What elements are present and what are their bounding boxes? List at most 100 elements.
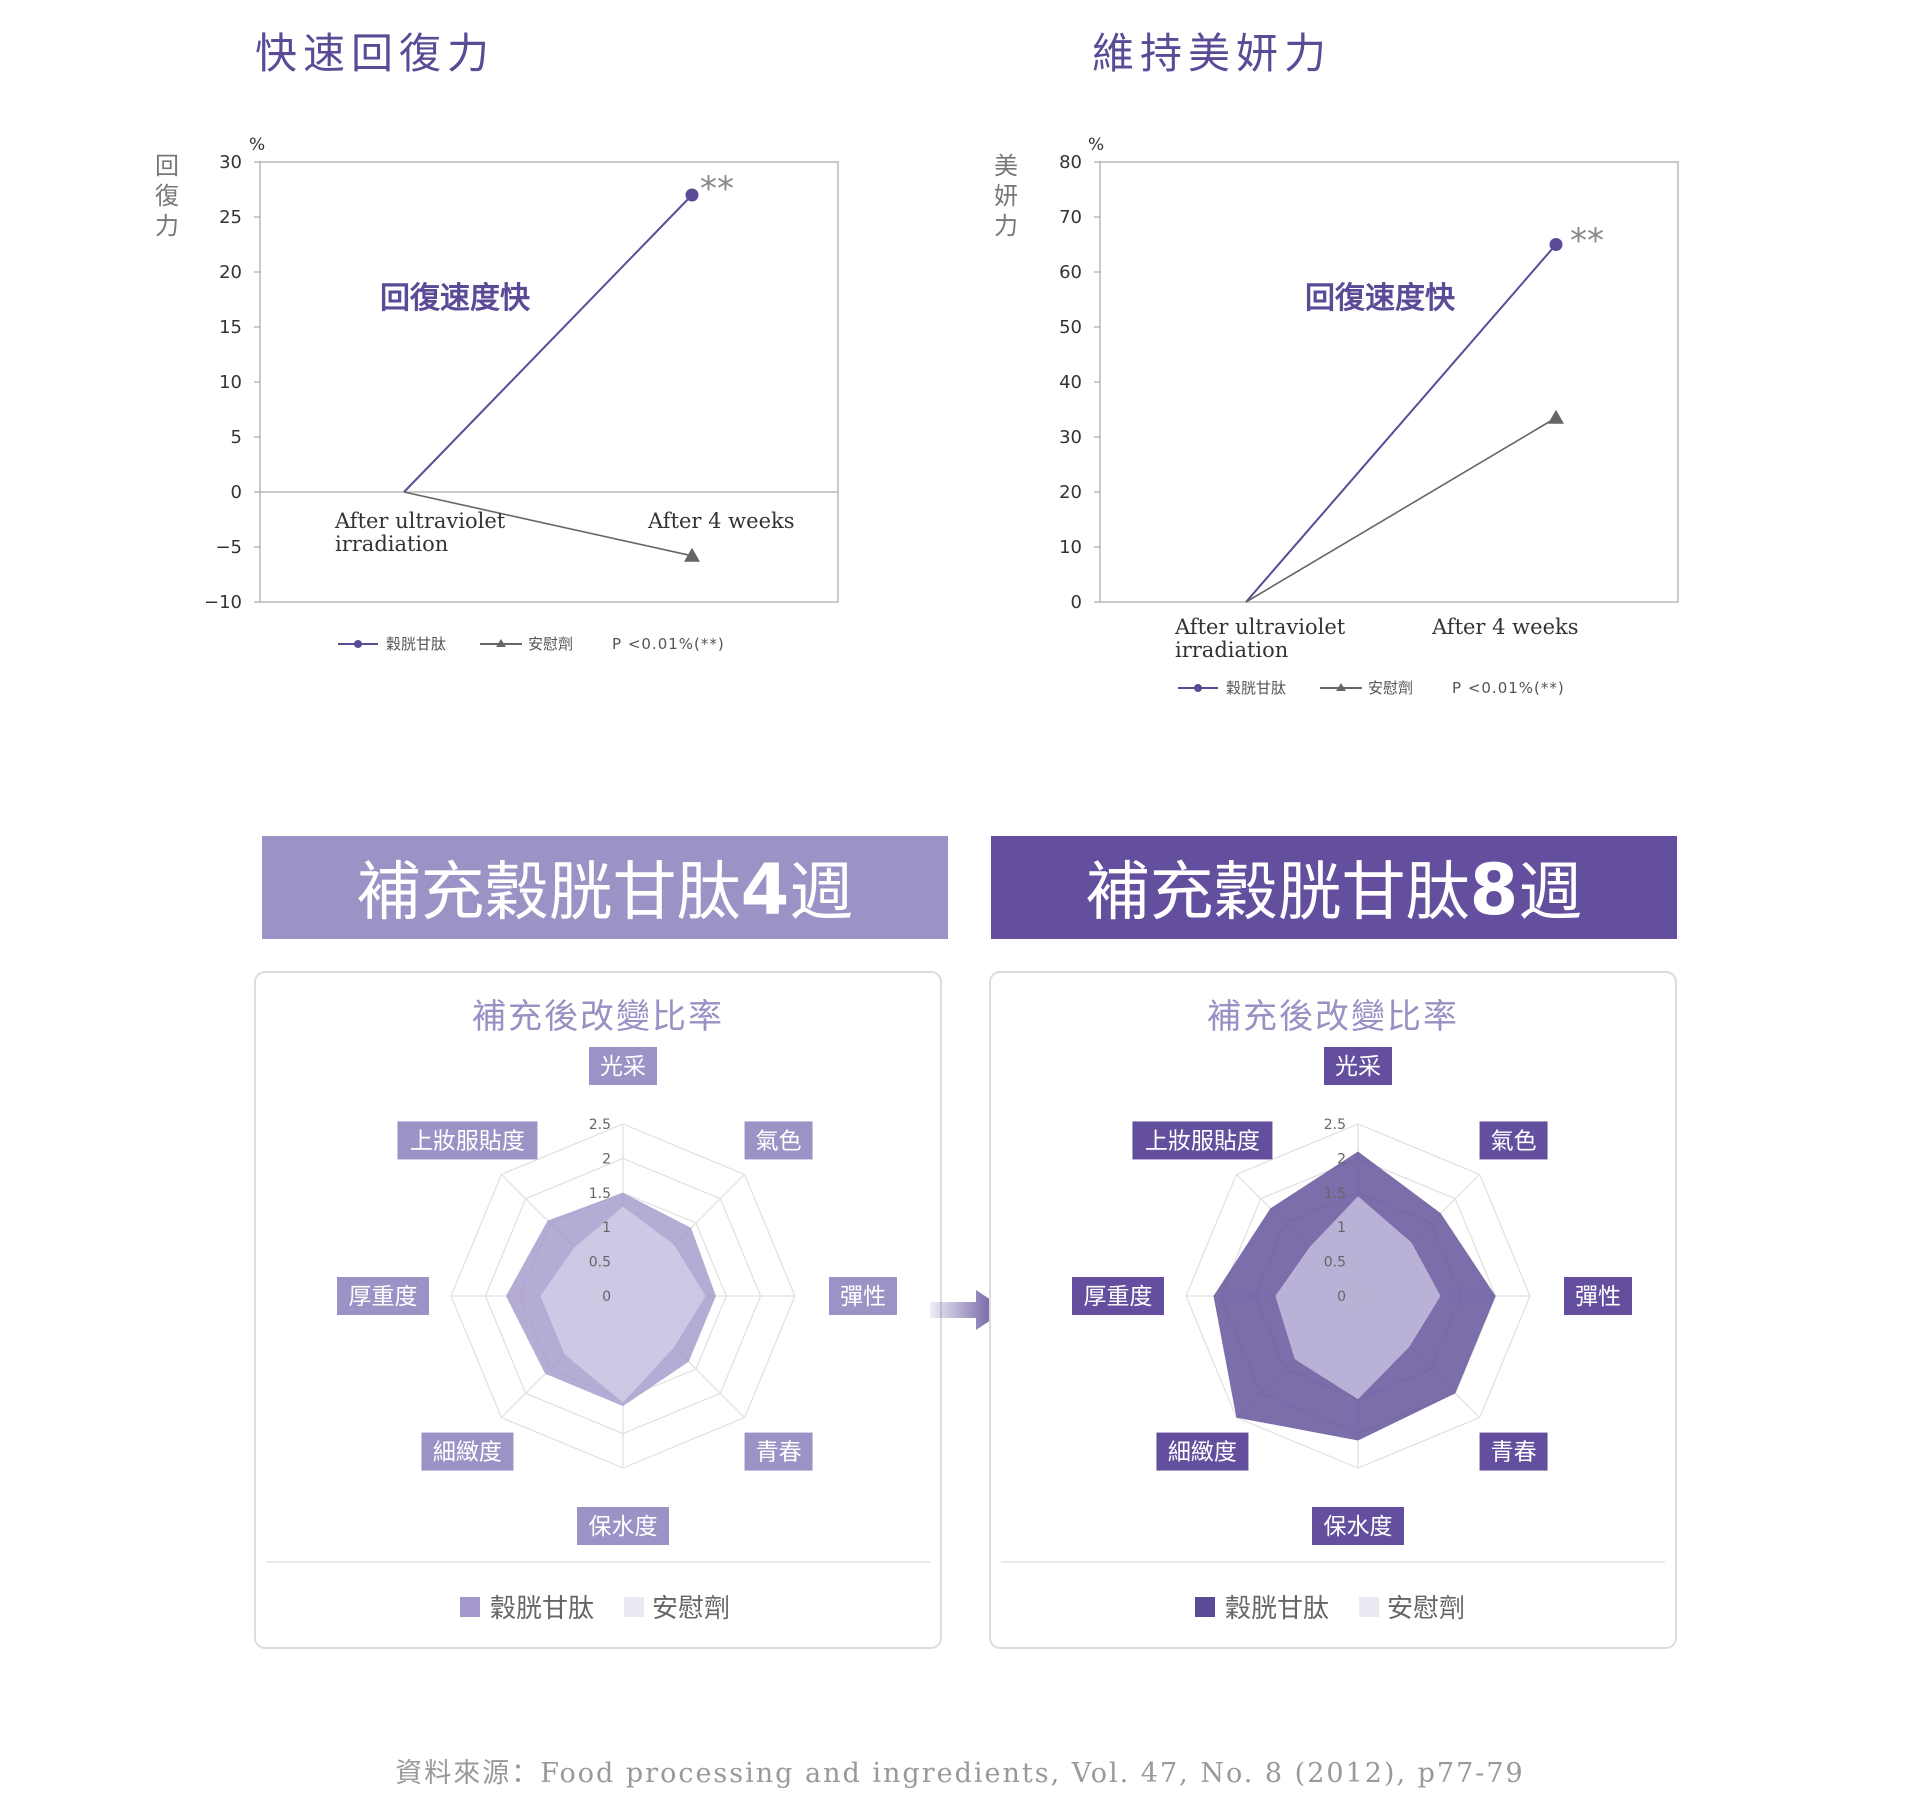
radar-tick-label: 0 xyxy=(1337,1289,1346,1305)
legend-swatch-placebo xyxy=(1359,1597,1379,1617)
left-y-axis-label: 回 復 力 xyxy=(155,152,179,240)
y-tick-label: −10 xyxy=(204,592,242,613)
radar-axis-label-bg xyxy=(1156,1432,1249,1471)
y-tick-label: 10 xyxy=(219,372,242,393)
legend-label-glutathione: 穀胱甘肽 xyxy=(1226,679,1286,697)
radar-tick-label: 2.5 xyxy=(1324,1117,1346,1133)
banner-8-weeks: 補充穀胱甘肽8週 xyxy=(991,836,1677,939)
right-y-axis-label-char: 美 xyxy=(994,152,1018,180)
radar-8-weeks-legend: 穀胱甘肽 安慰劑 xyxy=(1195,1594,1465,1624)
radar-axis-label-bg xyxy=(421,1432,514,1471)
legend-label-placebo: 安慰劑 xyxy=(528,635,573,653)
banner-4-weeks-number: 4 xyxy=(741,849,790,931)
right-y-axis-label: 美 妍 力 xyxy=(994,152,1018,240)
y-tick-label: 40 xyxy=(1059,372,1082,393)
radar-tick-label: 1.5 xyxy=(1324,1186,1346,1202)
y-tick-label: 5 xyxy=(231,427,242,448)
radar-axis-label: 細緻度 xyxy=(1168,1440,1237,1466)
left-y-ticks: 30 25 20 15 10 5 0 −5 −10 xyxy=(204,152,260,613)
right-legend: 穀胱甘肽 安慰劑 P <0.01%(**) xyxy=(1178,679,1564,697)
radar-8-weeks-title: 補充後改變比率 xyxy=(1207,997,1459,1037)
radar-axis-label: 上妝服貼度 xyxy=(1145,1128,1260,1154)
y-tick-label: 10 xyxy=(1059,537,1082,558)
radar-axis-label-bg xyxy=(1564,1277,1632,1315)
right-line-chart: 維持美妍力 美 妍 力 % 80 70 60 50 40 30 20 10 0 ** 回復速度快… xyxy=(994,29,1679,697)
right-y-ticks: 80 70 60 50 40 30 20 10 0 xyxy=(1059,152,1100,613)
left-legend: 穀胱甘肽 安慰劑 P <0.01%(**) xyxy=(338,635,725,653)
y-tick-label: −5 xyxy=(215,537,242,558)
radar-axis-label: 光采 xyxy=(600,1054,646,1080)
radar-axis-label-bg xyxy=(577,1507,669,1545)
legend-label-placebo: 安慰劑 xyxy=(1387,1594,1465,1624)
arrow-shape xyxy=(930,1290,1006,1330)
left-x-label-line: irradiation xyxy=(335,532,448,556)
legend-swatch-glutathione xyxy=(460,1597,480,1617)
radar-axis-label-bg xyxy=(744,1432,813,1471)
radar-tick-label: 1 xyxy=(602,1220,611,1236)
radar-4-weeks-title: 補充後改變比率 xyxy=(472,997,724,1037)
right-x-label-line: irradiation xyxy=(1175,638,1288,662)
series-point xyxy=(685,188,699,202)
radar-axis-label: 保水度 xyxy=(589,1514,658,1540)
radar-axis-label: 青春 xyxy=(756,1440,802,1466)
radar-axis-label-bg xyxy=(1072,1277,1164,1315)
legend-p-value: P <0.01%(**) xyxy=(612,635,725,653)
radar-tick-label: 0.5 xyxy=(1324,1255,1346,1271)
legend-marker-triangle xyxy=(496,639,506,647)
legend-label-glutathione: 穀胱甘肽 xyxy=(490,1594,594,1624)
series-line xyxy=(403,491,693,557)
y-tick-label: 30 xyxy=(219,152,242,173)
transition-arrow-icon xyxy=(930,1290,1006,1330)
series-point xyxy=(1549,238,1563,251)
legend-marker-circle xyxy=(354,640,362,648)
radar-axis-label: 彈性 xyxy=(1575,1284,1621,1310)
left-x-label-4weeks: After 4 weeks xyxy=(647,509,795,533)
banner-8-weeks-text-post: 週 xyxy=(1518,856,1582,930)
radar-axis-label: 厚重度 xyxy=(349,1284,418,1310)
right-x-label-line: After ultraviolet xyxy=(1174,615,1346,639)
radar-axis-label-bg xyxy=(829,1277,897,1315)
radar-axis-label-bg xyxy=(589,1047,657,1085)
y-tick-label: 0 xyxy=(1071,592,1082,613)
radar-axis-label: 彈性 xyxy=(840,1284,886,1310)
radar-series-placebo xyxy=(540,1206,706,1403)
radar-axis-label: 光采 xyxy=(1335,1054,1381,1080)
right-unit-label: % xyxy=(1088,135,1104,155)
right-chart-title: 維持美妍力 xyxy=(1092,29,1332,78)
y-tick-label: 50 xyxy=(1059,317,1082,338)
left-line-chart: 快速回復力 回 復 力 % 30 25 20 15 10 5 0 −5 −10 ** 回復速度快… xyxy=(155,29,839,653)
right-y-axis-label-char: 妍 xyxy=(994,182,1018,210)
right-significance-mark: ** xyxy=(1570,221,1604,261)
radar-axis-label-bg xyxy=(1132,1121,1273,1160)
y-tick-label: 25 xyxy=(219,207,242,228)
y-tick-label: 30 xyxy=(1059,427,1082,448)
right-series-layer xyxy=(1245,238,1564,603)
radar-axis-label: 厚重度 xyxy=(1084,1284,1153,1310)
radar-axis-label-bg xyxy=(397,1121,538,1160)
legend-label-glutathione: 穀胱甘肽 xyxy=(1225,1594,1329,1624)
left-significance-mark: ** xyxy=(700,169,734,209)
banner-4-weeks-text: 補充穀胱甘肽4週 xyxy=(357,849,854,931)
radar-axis-label: 氣色 xyxy=(756,1128,802,1154)
banner-4-weeks-text-post: 週 xyxy=(789,856,853,930)
left-series-layer xyxy=(403,188,700,562)
radar-tick-label: 2 xyxy=(1337,1151,1346,1167)
radar-axis-label: 上妝服貼度 xyxy=(410,1128,525,1154)
y-tick-label: 20 xyxy=(1059,482,1082,503)
radar-axis-label-bg xyxy=(744,1121,813,1160)
series-line xyxy=(1245,243,1557,603)
right-annotation: 回復速度快 xyxy=(1305,281,1456,316)
left-y-axis-label-char: 復 xyxy=(155,182,179,210)
banner-8-weeks-text: 補充穀胱甘肽8週 xyxy=(1086,849,1583,931)
legend-swatch-glutathione xyxy=(1195,1597,1215,1617)
radar-axis-label-bg xyxy=(1324,1047,1392,1085)
radar-axis-label: 青春 xyxy=(1491,1440,1537,1466)
banner-8-weeks-number: 8 xyxy=(1470,849,1519,931)
radar-tick-label: 2.5 xyxy=(589,1117,611,1133)
y-tick-label: 80 xyxy=(1059,152,1082,173)
radar-axis-label: 細緻度 xyxy=(433,1440,502,1466)
radar-tick-label: 0 xyxy=(602,1289,611,1305)
radar-series-placebo xyxy=(1275,1196,1441,1400)
